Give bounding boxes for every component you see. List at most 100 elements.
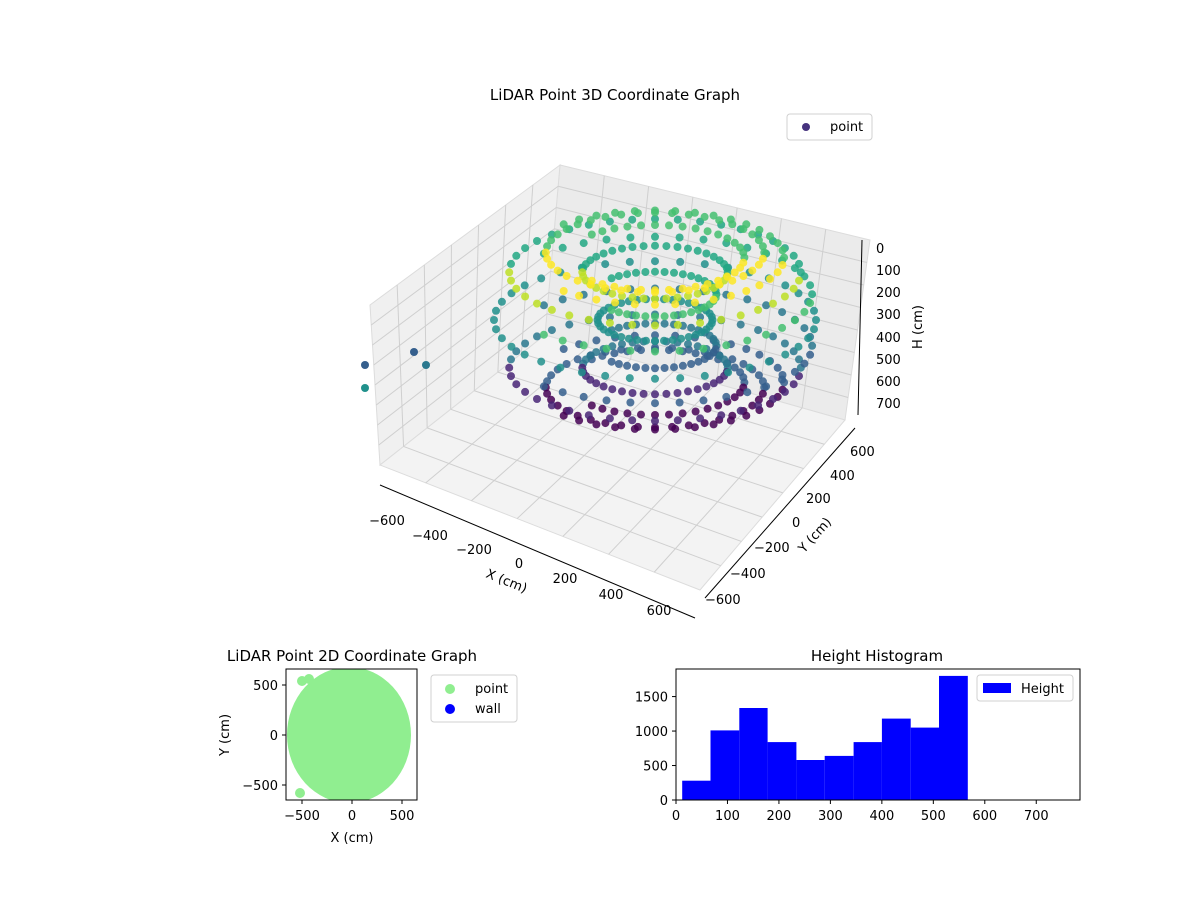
point-marker [592,211,601,220]
plot3d-z-ticks: 0 100 200 300 400 500 600 700 [876,242,901,412]
point-marker [736,406,745,415]
point-marker [660,364,669,372]
grid-line [426,427,742,542]
point-marker [668,336,677,344]
point-marker [795,355,803,364]
point-marker [505,363,514,372]
point-marker [614,360,623,368]
plot2d-xtick: 500 [390,809,415,824]
point-marker [700,212,709,221]
plot2d-legend-label-wall: wall [475,702,501,717]
point-marker [507,372,515,381]
point-marker [623,361,632,370]
point-marker [651,267,659,276]
point-marker [736,311,745,320]
point-marker [745,363,754,372]
point-marker [800,307,809,316]
histogram-bar [796,760,825,800]
point-marker [678,409,687,418]
point-marker [559,287,568,295]
point-marker [601,260,610,269]
point-marker [651,300,659,309]
point-marker [559,411,568,420]
point-marker [754,260,763,269]
point-marker [730,393,739,402]
point-marker [579,341,588,350]
point-marker [641,312,650,321]
plot3d-xtick: 200 [553,572,578,587]
point-marker [639,242,648,251]
plot2d-point [287,729,299,741]
point-marker [651,411,659,419]
point-marker [662,242,671,251]
plot3d-ytick: 400 [830,469,855,484]
grid-line [474,390,784,494]
point-marker [714,401,723,410]
histogram-title: Height Histogram [811,647,943,665]
point-marker [755,225,764,234]
point-marker [361,361,369,369]
point-marker [630,300,639,309]
point-marker [558,243,567,252]
point-marker [579,239,588,248]
point-marker [651,312,659,321]
point-marker [598,404,607,413]
point-marker [639,294,648,303]
point-marker [632,311,640,320]
point-marker [780,387,789,396]
histogram-bar [739,708,768,800]
point-marker [702,249,711,258]
point-marker [769,332,777,341]
point-marker [700,303,709,312]
plot3d-xtick: 400 [599,588,624,603]
plot3d: LiDAR Point 3D Coordinate Graph −600 −40… [361,86,926,619]
grid-line [521,353,825,445]
point-marker [675,398,684,407]
plot3d-zlabel: H (cm) [911,305,926,349]
point-marker [539,382,548,391]
plot3d-y-axis [704,427,856,599]
point-marker [668,287,677,296]
point-marker [700,371,709,380]
point-marker [626,398,635,407]
point-marker [670,311,678,320]
point-marker [628,293,637,302]
point-marker [617,333,626,341]
point-marker [696,318,705,327]
point-marker [778,246,787,255]
point-marker [512,251,521,260]
point-marker [592,295,601,304]
point-marker [592,379,601,388]
point-marker [808,290,817,299]
point-marker [625,374,634,383]
point-marker [726,291,735,300]
point-marker [678,222,687,231]
point-marker [623,310,632,319]
point-marker [691,224,700,233]
point-marker [565,406,574,415]
point-marker [492,306,500,315]
point-marker [755,350,764,359]
histogram-xtick: 200 [767,809,792,824]
point-marker [739,272,748,280]
point-marker [678,361,687,370]
point-marker [547,305,556,314]
plot3d-y-ticks: 600 400 200 0 −200 −400 −600 [705,445,875,608]
point-marker [722,341,731,350]
point-marker [632,363,640,372]
point-marker [565,311,574,320]
plot3d-legend-box [786,113,873,141]
point-marker [611,298,620,307]
point-marker [806,350,815,359]
point-marker [586,216,595,225]
grid-line [370,185,559,326]
grid-line [377,292,550,426]
point-marker [773,363,782,372]
point-marker [794,342,803,351]
histogram-legend-box [976,674,1074,702]
point-marker [687,323,696,332]
point-marker [599,249,608,258]
point-marker [598,351,607,360]
histogram-bar [881,718,911,800]
point-marker [754,236,763,245]
